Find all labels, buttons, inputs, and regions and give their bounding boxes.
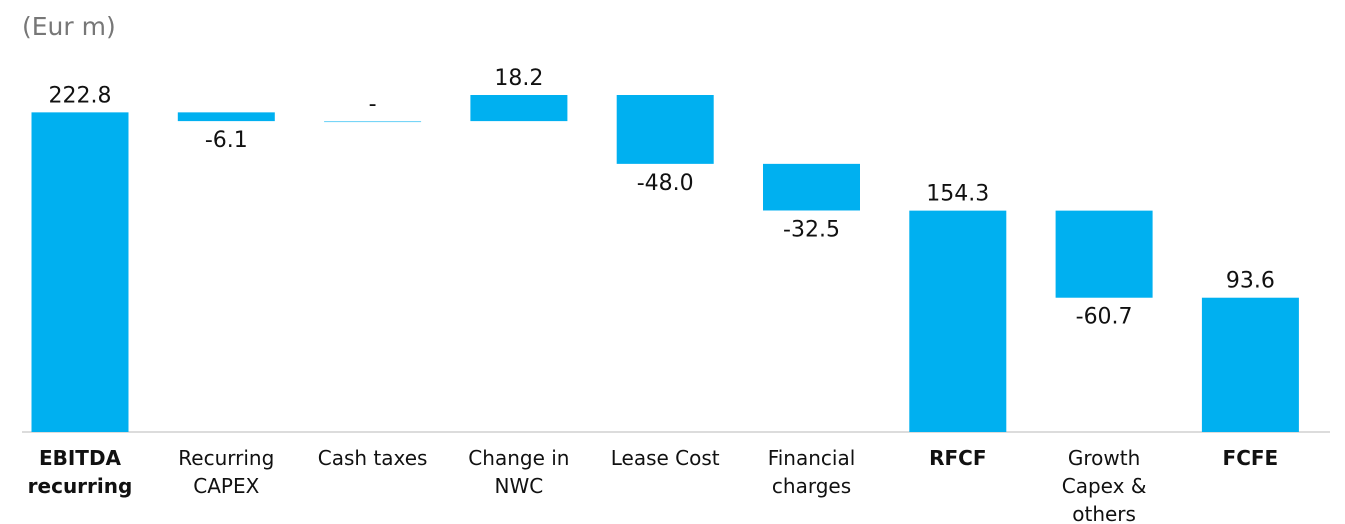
bar [616,95,714,164]
category-label: Growth Capex & others [1061,446,1147,524]
category-label: Cash taxes [317,446,428,470]
category-label: Lease Cost [610,446,720,470]
subtitle: (Eur m) [22,12,116,41]
category-label: Financial charges [767,446,856,498]
value-label: 222.8 [49,83,112,108]
category-label: FCFE [1222,446,1279,470]
category-label: Recurring CAPEX [178,446,275,498]
bar [763,163,860,211]
bar [1055,210,1153,298]
value-label: -60.7 [1076,305,1133,330]
value-label: -32.5 [783,217,840,242]
category-label: EBITDA recurring [27,446,133,498]
value-label: 93.6 [1226,269,1275,294]
value-label: 154.3 [926,182,989,207]
bar [31,112,129,432]
value-label: - [369,92,377,117]
bar [324,121,422,123]
value-label: -48.0 [637,171,694,196]
bar [1201,297,1299,432]
bar [909,210,1007,432]
bar [470,95,568,122]
category-label: Change in NWC [468,446,570,498]
category-label: RFCF [929,446,987,470]
value-label: -6.1 [205,128,248,153]
bar [177,112,275,122]
value-label: 18.2 [494,66,543,91]
